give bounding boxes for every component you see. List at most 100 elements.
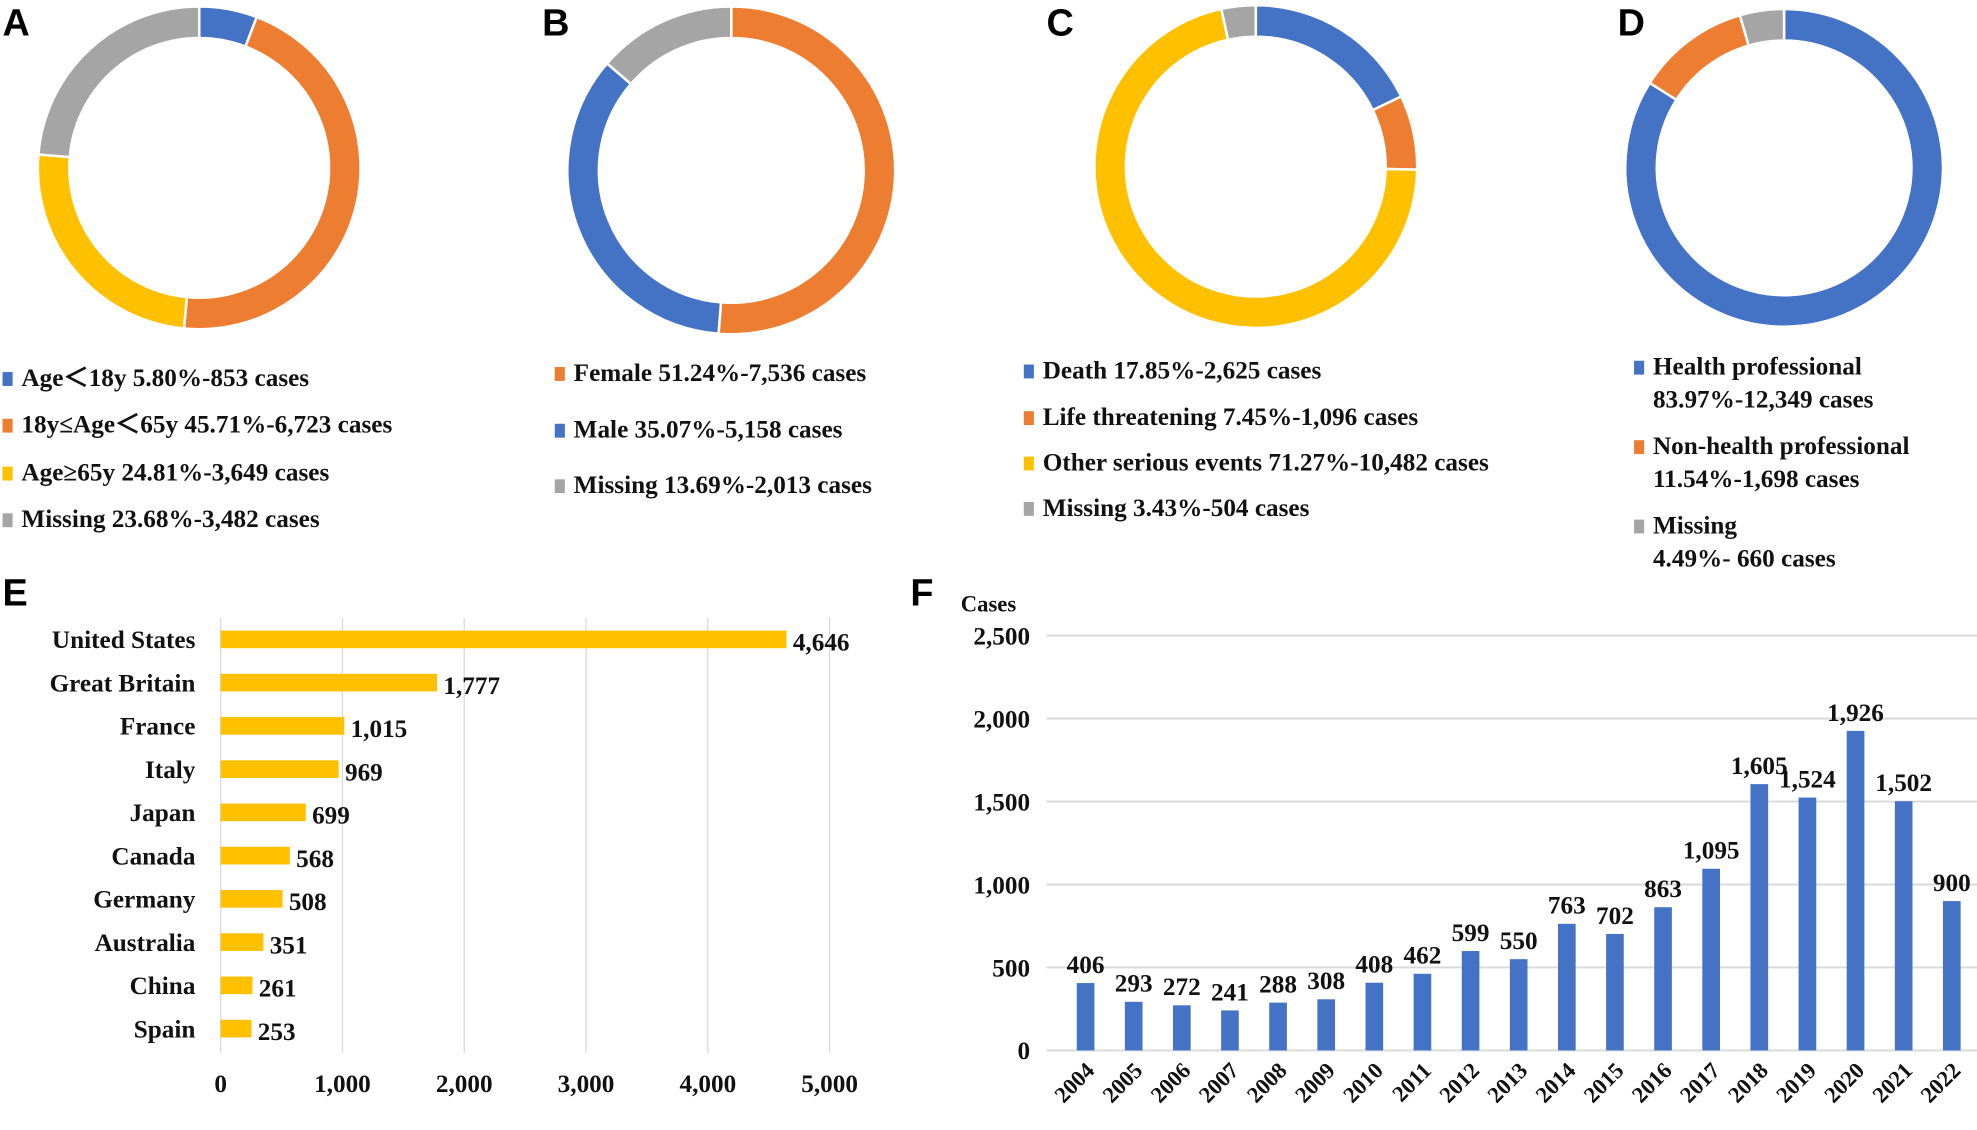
legend-label-detail: 4.49%- 660 cases <box>1653 545 1836 572</box>
data-label: 699 <box>312 803 350 830</box>
bar <box>220 673 438 692</box>
x-tick-label: 2020 <box>1819 1058 1869 1108</box>
category-label: Great Britain <box>50 670 196 697</box>
y-tick-label: 1,000 <box>973 872 1030 899</box>
category-label: France <box>120 714 196 741</box>
category-label: Japan <box>130 800 196 827</box>
donut-slice <box>1093 7 1419 330</box>
legend-swatch <box>2 466 13 481</box>
data-label: 272 <box>1163 974 1201 1001</box>
bar <box>1076 983 1095 1051</box>
y-tick-label: 2,000 <box>973 706 1030 733</box>
bar <box>220 717 345 735</box>
legend-swatch <box>1023 456 1034 471</box>
data-label: 969 <box>345 759 383 786</box>
bar <box>220 1019 252 1038</box>
x-tick-label: 4,000 <box>679 1071 736 1098</box>
panel-label-A: A <box>3 2 30 44</box>
legend-label: Health professional <box>1653 354 1862 381</box>
x-tick-label: 2006 <box>1146 1058 1196 1108</box>
bar <box>1750 784 1769 1051</box>
bar <box>220 933 264 951</box>
data-label: 406 <box>1067 952 1105 979</box>
panel-label-E: E <box>3 572 28 614</box>
data-label: 308 <box>1307 968 1345 995</box>
panel-label-B: B <box>542 2 569 44</box>
x-tick-label: 2010 <box>1338 1058 1388 1108</box>
bar <box>1221 1010 1239 1051</box>
donut-chart-D <box>1624 7 1945 328</box>
legend-label: Male 35.07%-5,158 cases <box>574 417 843 444</box>
x-tick-label: 2016 <box>1627 1058 1677 1108</box>
y-tick-label: 500 <box>992 955 1030 982</box>
category-label: Spain <box>134 1016 196 1043</box>
x-tick-label: 5,000 <box>801 1071 858 1098</box>
bar <box>220 976 253 995</box>
bar <box>220 846 290 865</box>
data-label: 241 <box>1211 979 1249 1006</box>
bar <box>1124 1001 1143 1051</box>
data-label: 1,926 <box>1827 700 1884 727</box>
category-label: Germany <box>93 887 196 914</box>
legend-label: Missing 23.68%-3,482 cases <box>21 506 319 533</box>
data-label: 702 <box>1596 903 1634 930</box>
x-tick-label: 2004 <box>1049 1058 1099 1108</box>
data-label: 253 <box>258 1019 296 1046</box>
data-label: 599 <box>1452 920 1490 947</box>
legend-swatch <box>1634 360 1645 375</box>
data-label: 1,524 <box>1779 766 1836 793</box>
data-label: 1,502 <box>1875 770 1932 797</box>
bar <box>1846 730 1865 1051</box>
donut-slice <box>717 5 897 336</box>
legend-swatch <box>554 367 565 381</box>
donut-slice <box>1371 94 1419 171</box>
legend-label: Life threatening 7.45%-1,096 cases <box>1043 404 1419 431</box>
data-label: 261 <box>259 976 297 1003</box>
bar <box>1413 973 1432 1051</box>
bar <box>220 630 787 649</box>
x-tick-label: 2011 <box>1387 1058 1436 1107</box>
legend-label: Missing 3.43%-504 cases <box>1043 495 1310 522</box>
bar <box>1654 907 1672 1051</box>
data-label: 508 <box>289 889 327 916</box>
donut-chart-A <box>36 5 362 331</box>
data-label: 1,605 <box>1731 753 1788 780</box>
bar <box>1509 959 1528 1051</box>
data-label: 1,777 <box>443 673 500 700</box>
bar <box>1702 868 1720 1051</box>
bar <box>220 890 283 908</box>
legend-swatch <box>1023 364 1034 379</box>
y-axis-title: Cases <box>961 592 1017 617</box>
donut-slice <box>1219 3 1258 42</box>
legend-label: Other serious events 71.27%-10,482 cases <box>1043 449 1489 476</box>
legend-label: Non-health professional <box>1653 433 1910 460</box>
x-tick-label: 2005 <box>1098 1058 1148 1108</box>
x-tick-label: 2019 <box>1771 1058 1821 1108</box>
legend-swatch <box>554 479 565 494</box>
data-label: 550 <box>1500 928 1538 955</box>
donut-slice <box>1648 13 1751 102</box>
x-tick-label: 2022 <box>1916 1058 1966 1108</box>
bar <box>1798 797 1817 1051</box>
legend-label: Missing 13.69%-2,013 cases <box>574 472 872 499</box>
x-tick-label: 2008 <box>1242 1058 1292 1108</box>
category-label: China <box>130 973 196 1000</box>
data-label: 1,015 <box>351 716 408 743</box>
bar <box>1894 801 1913 1051</box>
x-tick-label: 2007 <box>1194 1058 1244 1108</box>
x-tick-label: 2021 <box>1868 1058 1918 1108</box>
legend-swatch <box>1634 440 1645 455</box>
donut-slice <box>36 153 189 330</box>
x-tick-label: 0 <box>214 1071 227 1098</box>
legend-label: Age＜18y 5.80%-853 cases <box>21 365 309 392</box>
data-label: 763 <box>1548 893 1586 920</box>
panel-label-F: F <box>910 572 933 614</box>
panel-label-C: C <box>1046 2 1073 44</box>
legend-label: Death 17.85%-2,625 cases <box>1043 357 1322 384</box>
bar <box>1365 982 1384 1051</box>
bar <box>1461 951 1480 1051</box>
x-tick-label: 1,000 <box>314 1071 371 1098</box>
donut-chart-C <box>1093 3 1419 330</box>
y-tick-label: 2,500 <box>973 623 1030 650</box>
